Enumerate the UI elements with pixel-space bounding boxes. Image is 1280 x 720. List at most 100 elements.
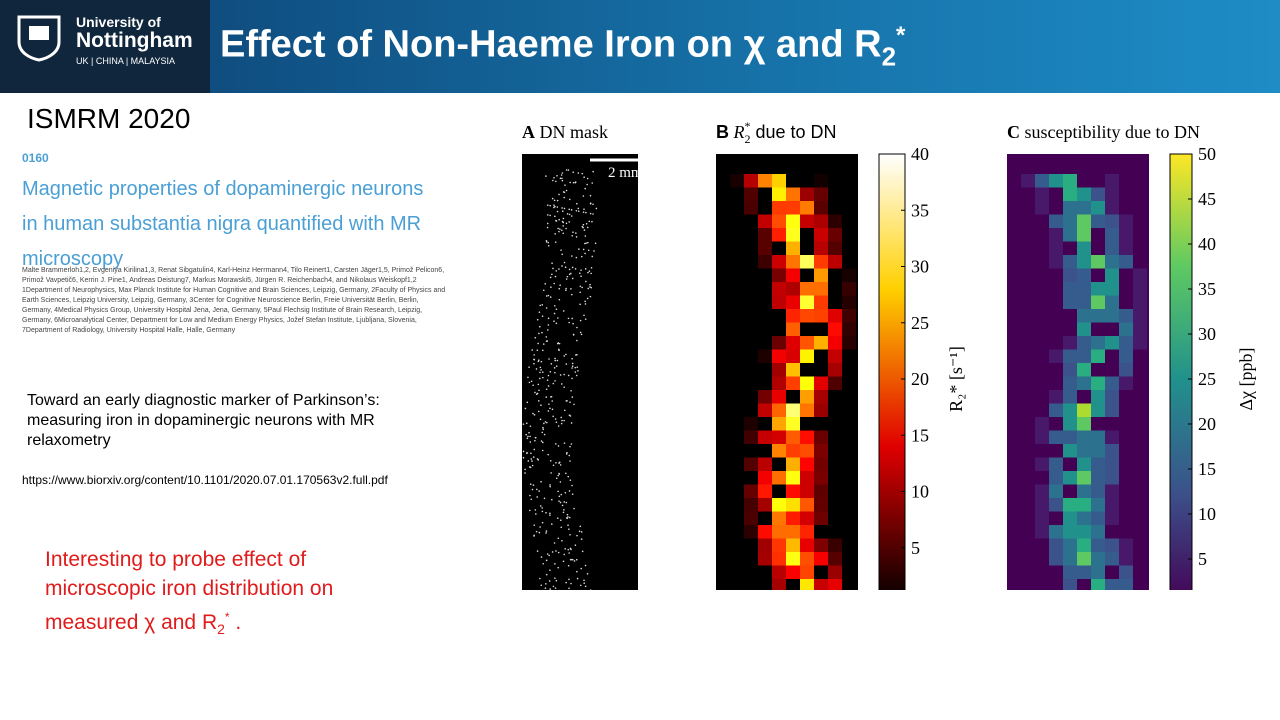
logo-crest	[17, 15, 61, 62]
mask-dot	[550, 472, 552, 474]
mask-dot	[588, 220, 591, 223]
mask-dot	[525, 433, 527, 436]
mask-dot	[558, 298, 561, 301]
r2-cell	[814, 268, 828, 282]
r2-cell	[758, 255, 772, 269]
mask-dot	[549, 588, 552, 590]
mask-dot	[561, 265, 563, 267]
r2-cell	[744, 430, 758, 444]
mask-dot	[562, 310, 565, 312]
mask-dot	[531, 488, 534, 491]
mask-dot	[570, 558, 573, 561]
mask-dot	[571, 277, 574, 280]
mask-dot	[548, 580, 551, 582]
mask-dot	[550, 286, 552, 288]
mask-dot	[537, 360, 540, 363]
chi-cell	[1077, 214, 1091, 228]
mask-dot	[561, 220, 564, 223]
mask-dot	[549, 484, 551, 486]
mask-dot	[545, 336, 548, 338]
chi-cell	[1105, 376, 1119, 390]
mask-dot	[592, 170, 594, 173]
r2-cell	[800, 309, 814, 323]
colorbar-label: R₂* [s⁻¹]	[946, 346, 966, 412]
mask-dot	[542, 562, 545, 565]
colorbar-tick-label: 30	[911, 257, 929, 277]
mask-dot	[580, 567, 582, 570]
r2-cell	[814, 336, 828, 350]
logo-text: Nottingham	[76, 29, 193, 52]
chi-cell	[1063, 525, 1077, 539]
panel-title: R	[733, 122, 745, 142]
mask-dot	[580, 275, 582, 277]
mask-dot	[540, 480, 542, 483]
r2-cell	[758, 174, 772, 188]
highlight-line: Interesting to probe effect of	[45, 548, 307, 571]
highlight-line: measured χ and R2* .	[45, 603, 333, 644]
chi-cell	[1063, 228, 1077, 242]
mask-dot	[553, 206, 555, 209]
chi-cell	[1077, 336, 1091, 350]
colorbar-tick-label: 25	[911, 313, 929, 333]
r2-cell	[842, 309, 856, 323]
r2-cell	[814, 430, 828, 444]
chi-cell	[1105, 403, 1119, 417]
r2-cell	[786, 565, 800, 579]
mask-dot	[573, 403, 575, 406]
mask-dot	[564, 547, 567, 550]
r2-cell	[800, 498, 814, 512]
mask-dot	[551, 551, 554, 553]
mask-dot	[549, 485, 551, 488]
slide-title: Effect of Non-Haeme Iron on χ and R2*	[220, 22, 905, 72]
mask-dot	[559, 481, 562, 483]
mask-dot	[559, 374, 562, 376]
chi-cell	[1091, 525, 1105, 539]
mask-dot	[575, 374, 578, 377]
mask-dot	[579, 331, 582, 334]
r2-cell	[814, 228, 828, 242]
r2-cell	[772, 579, 786, 590]
mask-dot	[563, 419, 565, 422]
mask-dot	[590, 272, 592, 275]
mask-dot	[551, 273, 553, 276]
mask-dot	[569, 479, 572, 481]
mask-dot	[570, 272, 572, 275]
mask-dot	[549, 569, 551, 571]
mask-dot	[561, 179, 564, 182]
chi-cell	[1063, 565, 1077, 579]
mask-dot	[563, 409, 566, 412]
r2-cell	[842, 295, 856, 309]
mask-dot	[565, 353, 567, 356]
r2-cell	[814, 295, 828, 309]
mask-dot	[565, 189, 568, 192]
r2-cell	[772, 471, 786, 485]
chi-cell	[1063, 174, 1077, 188]
r2-cell	[786, 511, 800, 525]
colorbar-tick-label: 5	[911, 538, 920, 558]
colorbar-tick-label: 35	[911, 200, 929, 220]
mask-dot	[545, 388, 548, 391]
r2-cell	[814, 498, 828, 512]
r2-cell	[786, 363, 800, 377]
mask-dot	[532, 456, 535, 458]
r2-cell	[828, 336, 842, 350]
mask-dot	[569, 415, 572, 417]
mask-dot	[547, 329, 549, 331]
r2-cell	[772, 417, 786, 431]
chi-cell	[1035, 430, 1049, 444]
mask-dot	[546, 379, 549, 381]
mask-dot	[529, 509, 531, 512]
r2-cell	[786, 538, 800, 552]
chi-cell	[1035, 417, 1049, 431]
chi-cell	[1105, 390, 1119, 404]
mask-dot	[540, 556, 543, 558]
mask-dot	[582, 223, 585, 226]
chi-cell	[1119, 579, 1133, 590]
chi-cell	[1119, 336, 1133, 350]
mask-dot	[535, 368, 538, 370]
chi-cell	[1063, 390, 1077, 404]
mask-dot	[566, 213, 569, 215]
mask-dot	[555, 270, 558, 272]
r2-cell	[814, 174, 828, 188]
chi-cell	[1077, 538, 1091, 552]
